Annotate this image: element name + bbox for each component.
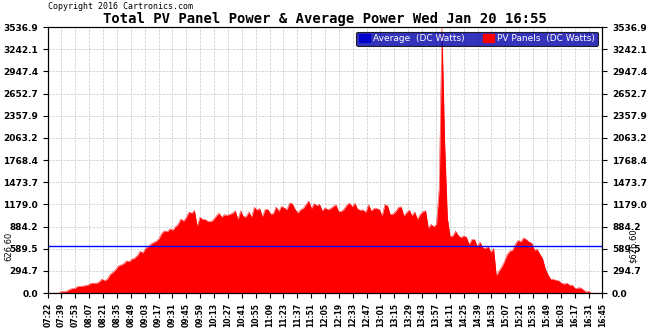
Text: Copyright 2016 Cartronics.com: Copyright 2016 Cartronics.com — [47, 2, 192, 11]
Text: $626.60: $626.60 — [629, 229, 638, 263]
Legend: Average  (DC Watts), PV Panels  (DC Watts): Average (DC Watts), PV Panels (DC Watts) — [356, 32, 598, 46]
Title: Total PV Panel Power & Average Power Wed Jan 20 16:55: Total PV Panel Power & Average Power Wed… — [103, 12, 547, 26]
Text: 626.60: 626.60 — [5, 231, 13, 261]
